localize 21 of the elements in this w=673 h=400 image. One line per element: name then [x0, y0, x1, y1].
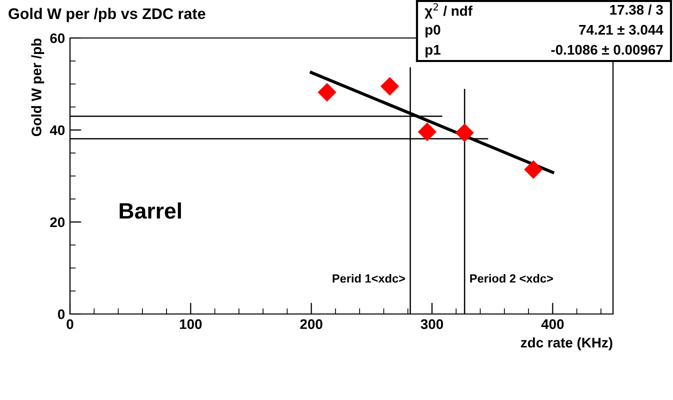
annotation: Perid 1<xdc> — [332, 274, 405, 283]
y-tick-label: 20 — [50, 217, 65, 228]
x-tick-label: 100 — [180, 319, 202, 330]
x-axis-title: zdc rate (KHz) — [520, 337, 612, 350]
y-tick-label: 0 — [58, 309, 65, 320]
y-tick-label: 40 — [50, 125, 65, 136]
annotation: Barrel — [120, 202, 181, 219]
x-tick-label: 200 — [300, 319, 322, 330]
text: χ$^{2}$ / ndf — [424, 3, 473, 19]
y-axis-title: Gold W per /pb — [31, 38, 44, 136]
annotation: -0.1086 ± 0.00967 — [551, 44, 663, 55]
text: 17.38 / 3 — [610, 4, 663, 15]
annotation: p1 — [426, 45, 440, 58]
y-tick-label: 60 — [50, 33, 65, 44]
annotation: Period 2 <xdc> — [470, 274, 553, 283]
x-tick-label: 300 — [420, 319, 444, 330]
x-tick-label: 0 — [66, 319, 74, 330]
text: p0 — [426, 24, 440, 38]
chart-title: Gold W per /pb vs ZDC rate — [8, 8, 206, 22]
text: 74.21 ± 3.044 — [579, 24, 664, 35]
x-tick-label: 400 — [541, 319, 564, 330]
